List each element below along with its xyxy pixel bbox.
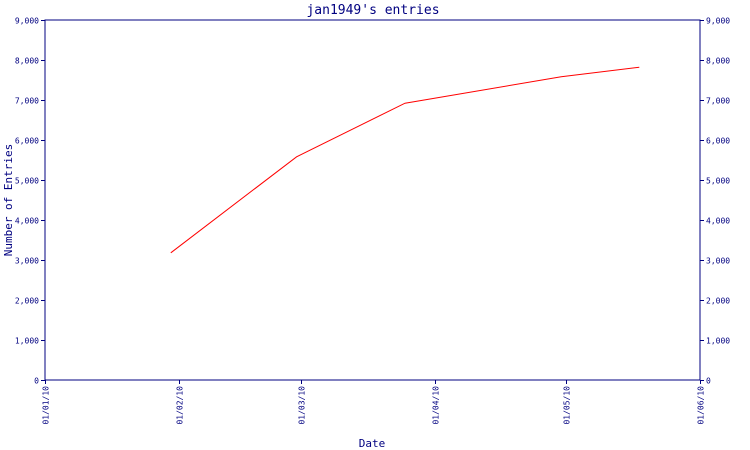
y-tick-label-right: 2,000 [706,297,730,306]
y-axis-label: Number of Entries [2,144,15,257]
x-tick-label: 01/02/10 [176,386,185,425]
y-tick-label-left: 7,000 [15,97,39,106]
y-tick-label-right: 4,000 [706,217,730,226]
y-tick-label-left: 8,000 [15,57,39,66]
y-tick-label-right: 1,000 [706,337,730,346]
x-tick-label: 01/05/10 [563,386,572,425]
y-tick-label-right: 7,000 [706,97,730,106]
y-tick-label-right: 9,000 [706,17,730,26]
y-tick-label-left: 3,000 [15,257,39,266]
y-tick-label-left: 2,000 [15,297,39,306]
series-line-0 [170,66,640,254]
left-y-axis: 0 1,000 2,000 3,000 4,000 5,000 6,000 7,000 8,00… [15,17,45,386]
y-tick-label-right: 5,000 [706,177,730,186]
x-axis-label: Date [359,437,386,450]
series-layer [170,66,640,254]
y-tick-label-right: 8,000 [706,57,730,66]
y-tick-label-right: 0 [706,377,711,386]
x-tick-label: 01/04/10 [432,386,441,425]
y-tick-label-left: 6,000 [15,137,39,146]
y-tick-label-left: 5,000 [15,177,39,186]
x-tick-label: 01/03/10 [298,386,307,425]
x-axis: 01/01/10 01/02/10 01/03/10 01/04/10 01/05/10… [42,380,706,425]
y-tick-label-left: 0 [34,377,39,386]
y-tick-label-right: 3,000 [706,257,730,266]
right-y-axis: 0 1,000 2,000 3,000 4,000 5,000 6,000 7,000 8,00… [700,17,730,386]
chart-title: jan1949's entries [306,3,439,18]
y-tick-label-right: 6,000 [706,137,730,146]
y-tick-label-left: 4,000 [15,217,39,226]
plot-frame [44,19,701,381]
x-tick-label: 01/06/10 [697,386,706,425]
y-tick-label-left: 1,000 [15,337,39,346]
x-tick-label: 01/01/10 [42,386,51,425]
y-tick-label-left: 9,000 [15,17,39,26]
